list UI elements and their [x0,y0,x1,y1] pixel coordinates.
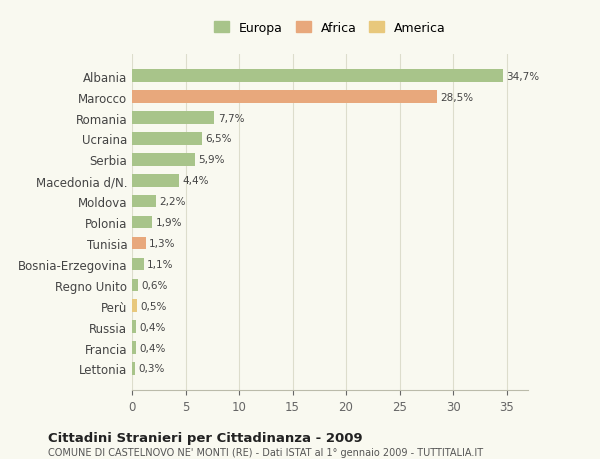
Text: 5,9%: 5,9% [199,155,225,165]
Text: 4,4%: 4,4% [182,176,209,186]
Text: 1,9%: 1,9% [155,218,182,228]
Bar [132,154,195,166]
Bar [132,196,155,208]
Bar [132,237,146,250]
Bar [132,70,503,83]
Bar [132,216,152,229]
Bar [132,321,136,333]
Bar [132,112,214,124]
Text: 1,3%: 1,3% [149,239,176,248]
Bar [132,258,144,271]
Text: 2,2%: 2,2% [159,197,185,207]
Bar [132,363,135,375]
Text: Cittadini Stranieri per Cittadinanza - 2009: Cittadini Stranieri per Cittadinanza - 2… [48,431,362,444]
Text: 0,5%: 0,5% [140,301,167,311]
Text: 0,3%: 0,3% [139,364,165,374]
Bar [132,133,202,146]
Bar [132,174,179,187]
Bar [132,91,437,104]
Text: 1,1%: 1,1% [147,259,173,269]
Text: 0,6%: 0,6% [142,280,168,290]
Bar [132,341,136,354]
Text: 0,4%: 0,4% [139,322,166,332]
Bar [132,279,139,291]
Bar [132,300,137,312]
Text: 7,7%: 7,7% [218,113,244,123]
Text: COMUNE DI CASTELNOVO NE' MONTI (RE) - Dati ISTAT al 1° gennaio 2009 - TUTTITALIA: COMUNE DI CASTELNOVO NE' MONTI (RE) - Da… [48,448,483,458]
Text: 28,5%: 28,5% [440,92,473,102]
Text: 6,5%: 6,5% [205,134,231,144]
Text: 34,7%: 34,7% [506,72,540,82]
Legend: Europa, Africa, America: Europa, Africa, America [211,18,449,38]
Text: 0,4%: 0,4% [139,343,166,353]
